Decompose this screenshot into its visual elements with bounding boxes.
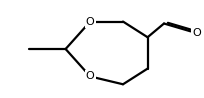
Text: O: O [192,28,200,38]
Text: O: O [85,71,94,81]
Text: O: O [85,17,94,27]
